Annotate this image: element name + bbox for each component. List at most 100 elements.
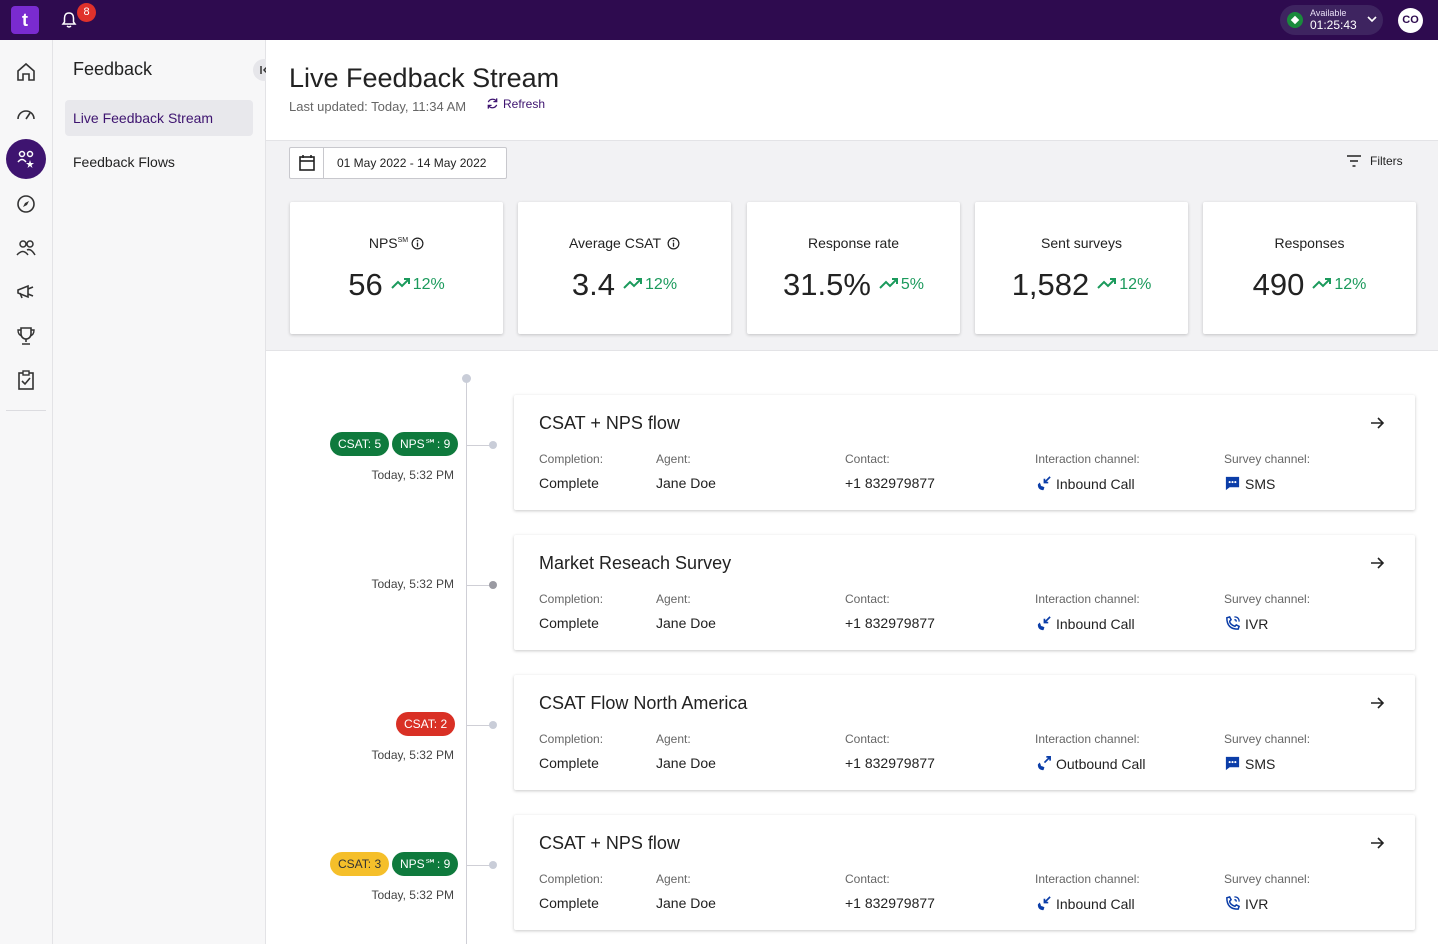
compass-icon[interactable] xyxy=(15,193,37,215)
kpi-trend-value: 5% xyxy=(900,276,925,293)
kpi-card-sent-surveys: Sent surveys 1,582 12% xyxy=(975,202,1188,334)
timeline-dot xyxy=(489,861,497,869)
date-range-value: 01 May 2022 - 14 May 2022 xyxy=(337,156,487,170)
agent-label: Agent: xyxy=(656,592,691,606)
contact-value: +1 832979877 xyxy=(845,475,935,491)
arrow-right-icon[interactable] xyxy=(1369,695,1385,711)
survey-channel-label: Survey channel: xyxy=(1224,732,1311,746)
timeline-dot xyxy=(489,581,497,589)
arrow-right-icon[interactable] xyxy=(1369,835,1385,851)
kpi-card-responses: Responses 490 12% xyxy=(1203,202,1416,334)
kpi-trend-value: 12% xyxy=(412,276,445,293)
interaction-channel-text: Inbound Call xyxy=(1056,616,1135,632)
completion-value: Complete xyxy=(539,475,599,491)
feed-card[interactable]: CSAT + NPS flow Completion: Agent: Conta… xyxy=(514,395,1415,510)
interaction-channel-label: Interaction channel: xyxy=(1035,732,1140,746)
filter-icon xyxy=(1347,155,1361,167)
kpi-label: Response rate xyxy=(747,235,960,251)
filters-button[interactable]: Filters xyxy=(1346,154,1403,168)
contact-value: +1 832979877 xyxy=(845,615,935,631)
timeline-branch xyxy=(467,585,491,586)
interaction-channel-text: Outbound Call xyxy=(1056,756,1146,772)
availability-status-dropdown[interactable]: Available 01:25:43 xyxy=(1280,5,1383,35)
csat-score-badge: CSAT: 2 xyxy=(396,712,456,736)
inbound-call-icon xyxy=(1037,616,1051,631)
agent-label: Agent: xyxy=(656,732,691,746)
ivr-phone-icon xyxy=(1226,895,1241,910)
clipboard-check-icon[interactable] xyxy=(15,369,37,391)
timeline-start-dot xyxy=(462,374,471,383)
flow-title: CSAT Flow North America xyxy=(539,693,748,713)
sidebar-item-feedback-flows[interactable]: Feedback Flows xyxy=(73,154,175,170)
bell-icon[interactable] xyxy=(59,10,79,30)
contact-value: +1 832979877 xyxy=(845,755,935,771)
survey-channel-text: SMS xyxy=(1245,476,1276,492)
contact-label: Contact: xyxy=(845,732,890,746)
contact-label: Contact: xyxy=(845,872,890,886)
user-avatar[interactable]: CO xyxy=(1398,8,1423,33)
nav-rail xyxy=(0,40,53,944)
flow-title: Market Reseach Survey xyxy=(539,553,732,573)
feed-card[interactable]: Market Reseach Survey Completion: Agent:… xyxy=(514,535,1415,650)
kpi-label-text: NPS xyxy=(368,235,398,251)
kpi-row: 490 12% xyxy=(1203,267,1416,303)
kpi-value: 1,582 xyxy=(1011,267,1090,302)
arrow-right-icon[interactable] xyxy=(1369,415,1385,431)
calendar-button[interactable] xyxy=(290,148,324,178)
dashboard-gauge-icon[interactable] xyxy=(15,104,37,126)
agent-label: Agent: xyxy=(656,872,691,886)
megaphone-icon[interactable] xyxy=(15,281,37,303)
team-icon[interactable] xyxy=(15,237,37,259)
completion-label: Completion: xyxy=(539,592,604,606)
trending-up-icon xyxy=(1097,278,1117,289)
kpi-label-text: Response rate xyxy=(807,235,900,251)
sms-icon xyxy=(1225,756,1240,771)
agent-value: Jane Doe xyxy=(656,755,716,771)
survey-channel-text: SMS xyxy=(1245,756,1276,772)
info-icon[interactable] xyxy=(411,237,424,250)
sidebar-item-live-feedback-stream[interactable]: Live Feedback Stream xyxy=(65,100,253,136)
arrow-right-icon[interactable] xyxy=(1369,555,1385,571)
feedback-people-icon[interactable] xyxy=(15,148,37,170)
feed-timestamp: Today, 5:32 PM xyxy=(371,748,455,762)
kpi-row: 3.4 12% xyxy=(518,267,731,303)
timeline-branch xyxy=(467,725,491,726)
status-label: Available xyxy=(1310,8,1347,18)
kpi-trend-value: 12% xyxy=(1119,276,1152,293)
kpi-trend-value: 12% xyxy=(645,276,678,293)
service-mark: SM xyxy=(397,237,409,244)
interaction-channel-text: Inbound Call xyxy=(1056,476,1135,492)
kpi-row: 31.5% 5% xyxy=(747,267,960,303)
agent-label: Agent: xyxy=(656,452,691,466)
refresh-button[interactable]: Refresh xyxy=(486,97,545,111)
interaction-channel-label: Interaction channel: xyxy=(1035,592,1140,606)
last-updated-text: Last updated: Today, 11:34 AM xyxy=(289,99,467,114)
feed-card[interactable]: CSAT Flow North America Completion: Agen… xyxy=(514,675,1415,790)
timeline-dot xyxy=(489,721,497,729)
kpi-label: Average CSAT xyxy=(518,235,731,251)
kpi-trend-value: 12% xyxy=(1334,276,1367,293)
sidebar-title: Feedback xyxy=(73,59,153,79)
rail-active-indicator xyxy=(6,139,46,179)
inbound-call-icon xyxy=(1037,896,1051,911)
contact-label: Contact: xyxy=(845,452,890,466)
info-icon[interactable] xyxy=(667,237,680,250)
kpi-label-text: Responses xyxy=(1274,235,1345,251)
completion-value: Complete xyxy=(539,895,599,911)
inbound-call-icon xyxy=(1037,476,1051,491)
kpi-value: 3.4 xyxy=(571,267,616,302)
feed-card[interactable]: CSAT + NPS flow Completion: Agent: Conta… xyxy=(514,815,1415,930)
feed-timestamp: Today, 5:32 PM xyxy=(371,468,455,482)
trending-up-icon xyxy=(1312,278,1332,289)
completion-label: Completion: xyxy=(539,732,604,746)
trophy-icon[interactable] xyxy=(15,325,37,347)
date-range-picker[interactable]: 01 May 2022 - 14 May 2022 xyxy=(289,147,507,179)
kpi-trend: 5% xyxy=(879,276,924,293)
notification-badge: 8 xyxy=(77,3,96,22)
home-icon[interactable] xyxy=(15,61,37,83)
app-logo[interactable]: t xyxy=(11,6,39,34)
kpi-row: 1,582 12% xyxy=(975,267,1188,303)
survey-channel-text: IVR xyxy=(1245,616,1269,632)
completion-label: Completion: xyxy=(539,872,604,886)
kpi-trend: 12% xyxy=(623,276,677,293)
